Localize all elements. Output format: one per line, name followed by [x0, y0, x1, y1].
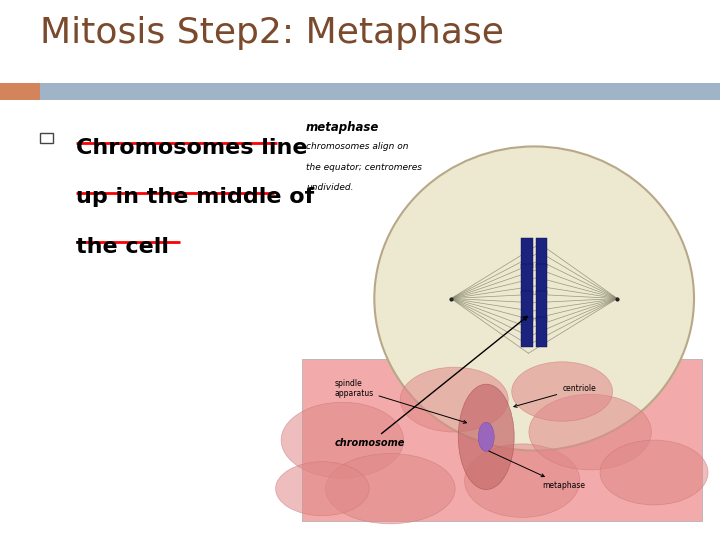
Text: up in the middle of: up in the middle of [76, 187, 314, 207]
Bar [40, 83, 720, 100]
Bar [536, 317, 547, 347]
Ellipse shape [281, 402, 403, 478]
Bar [536, 291, 547, 321]
Ellipse shape [374, 146, 694, 450]
Ellipse shape [478, 422, 494, 451]
Ellipse shape [529, 394, 652, 470]
Ellipse shape [400, 367, 508, 432]
Bar [40, 133, 53, 143]
Bar [536, 238, 547, 268]
Ellipse shape [464, 444, 580, 517]
Ellipse shape [325, 454, 455, 524]
Bar [536, 264, 547, 294]
Text: centriole: centriole [514, 384, 596, 407]
Text: undivided.: undivided. [306, 183, 354, 192]
Text: chromosome: chromosome [334, 316, 527, 448]
Text: Chromosomes line: Chromosomes line [76, 138, 307, 158]
Text: spindle
apparatus: spindle apparatus [334, 379, 467, 423]
Ellipse shape [458, 384, 514, 489]
Bar [0, 83, 40, 100]
Text: Mitosis Step2: Metaphase: Mitosis Step2: Metaphase [40, 16, 503, 50]
Ellipse shape [600, 440, 708, 505]
Bar [521, 317, 533, 347]
Bar [302, 359, 702, 521]
Bar [521, 291, 533, 321]
Text: metaphase: metaphase [306, 122, 379, 134]
Bar [521, 238, 533, 268]
Text: metaphase: metaphase [489, 451, 585, 490]
Text: chromosomes align on: chromosomes align on [306, 142, 408, 151]
Ellipse shape [512, 362, 613, 421]
Bar [521, 264, 533, 294]
Text: the cell: the cell [76, 237, 168, 257]
Ellipse shape [276, 462, 369, 516]
Bar [302, 119, 702, 464]
Text: the equator; centromeres: the equator; centromeres [306, 163, 422, 172]
